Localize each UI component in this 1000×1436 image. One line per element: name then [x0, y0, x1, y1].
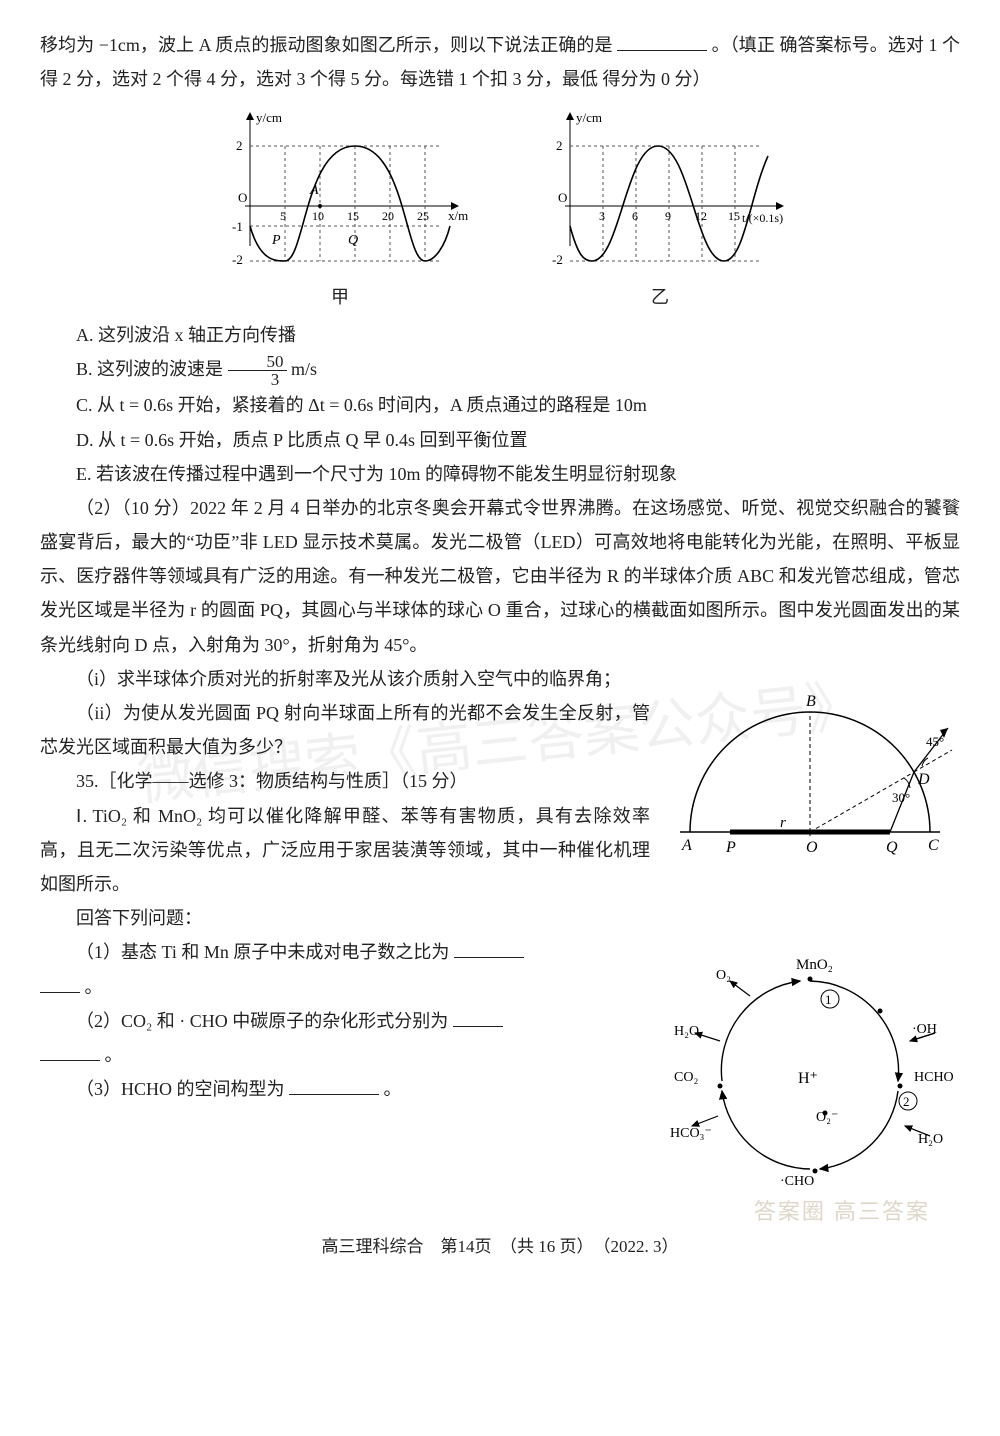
svg-text:HCHO: HCHO [914, 1070, 954, 1085]
option-C: C. 从 t = 0.6s 开始，紧接着的 Δt = 0.6s 时间内，A 质点… [40, 388, 960, 422]
option-D: D. 从 t = 0.6s 开始，质点 P 比质点 Q 早 0.4s 回到平衡位… [40, 423, 960, 457]
svg-text:D: D [917, 771, 930, 788]
frac-den: 3 [228, 371, 287, 388]
chart-yi-caption: 乙 [530, 280, 790, 314]
intro-l3: 得分为 0 分） [603, 69, 711, 89]
svg-text:O: O [558, 190, 567, 205]
q2-p1: （2）（10 分）2022 年 2 月 4 日举办的北京冬奥会开幕式令世界沸腾。… [40, 491, 960, 662]
svg-text:15: 15 [347, 209, 359, 223]
q35-answer-label: 回答下列问题： [40, 901, 960, 935]
svg-text:CO₂: CO₂ [674, 1070, 698, 1085]
svg-text:-2: -2 [232, 252, 243, 266]
svg-text:A: A [681, 837, 692, 854]
svg-text:20: 20 [382, 209, 394, 223]
svg-text:25: 25 [417, 209, 429, 223]
svg-text:H₂O: H₂O [674, 1024, 699, 1039]
q35-I: Ⅰ. TiO₂ 和 MnO₂ 均可以催化降解甲醛、苯等有害物质，具有去除效率高，… [40, 799, 650, 902]
q2-i: （i）求半球体介质对光的折射率及光从该介质射入空气中的临界角； [40, 662, 650, 696]
svg-text:2: 2 [556, 138, 563, 153]
svg-text:2: 2 [236, 138, 243, 153]
blank-q1b [40, 974, 80, 993]
svg-text:·CHO: ·CHO [780, 1174, 814, 1189]
svg-text:5: 5 [280, 209, 286, 223]
svg-text:O₂: O₂ [716, 968, 731, 983]
svg-text:O: O [238, 190, 247, 205]
q35-q2b: 。 [105, 1045, 123, 1065]
svg-text:H₂O: H₂O [918, 1132, 943, 1147]
frac-num: 50 [228, 353, 287, 371]
q35-q1-tail: 。 [40, 970, 650, 1004]
chart-jia-block: y/cm x/m 2 -1 -2 O [210, 106, 470, 313]
svg-text:HCO₃⁻: HCO₃⁻ [670, 1126, 712, 1141]
q2-ii: （ii）为使从发光圆面 PQ 射向半球面上所有的光都不会发生全反射，管芯发光区域… [40, 696, 650, 764]
svg-text:2: 2 [903, 1094, 910, 1109]
q35-q1: （1）基态 Ti 和 Mn 原子中未成对电子数之比为 [40, 935, 650, 969]
option-A: A. 这列波沿 x 轴正方向传播 [40, 318, 960, 352]
svg-text:45°: 45° [926, 734, 944, 749]
svg-text:1: 1 [825, 992, 832, 1007]
svg-text:B: B [806, 693, 816, 710]
svg-text:Q: Q [886, 839, 898, 856]
blank-q1 [454, 939, 524, 958]
svg-text:O: O [806, 839, 818, 856]
q35-title: 35.［化学——选修 3：物质结构与性质］（15 分） [40, 764, 650, 798]
option-B-pre: B. 这列波的波速是 [76, 359, 223, 379]
q35-q3b: 。 [384, 1079, 402, 1099]
q35-q2a: （2）CO₂ 和 · CHO 中碳原子的杂化形式分别为 [76, 1011, 448, 1031]
svg-text:10: 10 [312, 209, 324, 223]
q35-q3: （3）HCHO 的空间构型为 。 [40, 1072, 650, 1106]
svg-text:r: r [780, 815, 786, 831]
svg-text:30°: 30° [892, 790, 910, 805]
chart-jia-svg: y/cm x/m 2 -1 -2 O [210, 106, 470, 266]
svg-text:H⁺: H⁺ [798, 1070, 818, 1087]
q35-q2-tail: 。 [40, 1038, 650, 1072]
svg-text:y/cm: y/cm [256, 110, 282, 125]
blank-q2b [40, 1042, 100, 1061]
q35-q1a: （1）基态 Ti 和 Mn 原子中未成对电子数之比为 [76, 942, 449, 962]
option-B-frac: 50 3 [228, 353, 287, 388]
intro-para: 移均为 −1cm，波上 A 质点的振动图象如图乙所示，则以下说法正确的是 。（填… [40, 28, 960, 96]
svg-text:P: P [725, 839, 736, 856]
chart-yi-svg: y/cm t/(×0.1s) 2 -2 O 3 6 9 12 [530, 106, 790, 266]
svg-text:y/cm: y/cm [576, 110, 602, 125]
charts-row: y/cm x/m 2 -1 -2 O [40, 106, 960, 313]
svg-text:9: 9 [665, 209, 671, 223]
page-footer: 高三理科综合 第14页 （共 16 页） （2022. 3） [40, 1231, 960, 1263]
svg-text:-2: -2 [552, 252, 563, 266]
svg-text:6: 6 [632, 209, 638, 223]
intro-l1a: 移均为 −1cm，波上 A 质点的振动图象如图乙所示，则以下说法正确的是 [40, 35, 613, 55]
q35-q1b: 。 [85, 977, 103, 997]
chart-yi-block: y/cm t/(×0.1s) 2 -2 O 3 6 9 12 [530, 106, 790, 313]
page: 微信搜索《高三答案公众号》 答案圈 高三答案 移均为 −1cm，波上 A 质点的… [40, 28, 960, 1263]
option-B: B. 这列波的波速是 50 3 m/s [40, 352, 960, 388]
option-B-post: m/s [291, 359, 317, 379]
svg-text:x/m: x/m [448, 208, 468, 223]
semicircle-svg: r A P O Q C B D 30° 45° [660, 662, 960, 862]
svg-text:Q: Q [348, 233, 358, 248]
svg-text:MnO₂: MnO₂ [796, 957, 833, 973]
chart-jia-caption: 甲 [210, 280, 470, 314]
blank-q2 [453, 1008, 503, 1027]
q2-two-col: （i）求半球体介质对光的折射率及光从该介质射入空气中的临界角； （ii）为使从发… [40, 662, 960, 901]
svg-text:C: C [928, 837, 939, 854]
q35-q2: （2）CO₂ 和 · CHO 中碳原子的杂化形式分别为 [40, 1004, 650, 1038]
svg-text:P: P [271, 233, 281, 248]
intro-l1b: 。（填正 [712, 35, 775, 55]
q35-two-col: （1）基态 Ti 和 Mn 原子中未成对电子数之比为 。 （2）CO₂ 和 · … [40, 935, 960, 1202]
svg-text:·OH: ·OH [912, 1022, 937, 1037]
blank-q3 [289, 1076, 379, 1095]
svg-text:-1: -1 [232, 219, 243, 234]
blank-answer [617, 32, 707, 51]
chem-cycle-svg: H⁺ MnO₂ O₂ H₂O CO₂ HCO₃⁻ ·CHO H₂O HCHO ·… [660, 941, 960, 1191]
svg-text:A: A [309, 183, 319, 198]
option-E: E. 若该波在传播过程中遇到一个尺寸为 10m 的障碍物不能发生明显衍射现象 [40, 457, 960, 491]
q35-q3a: （3）HCHO 的空间构型为 [76, 1079, 285, 1099]
svg-text:15: 15 [728, 209, 740, 223]
svg-text:3: 3 [599, 209, 605, 223]
